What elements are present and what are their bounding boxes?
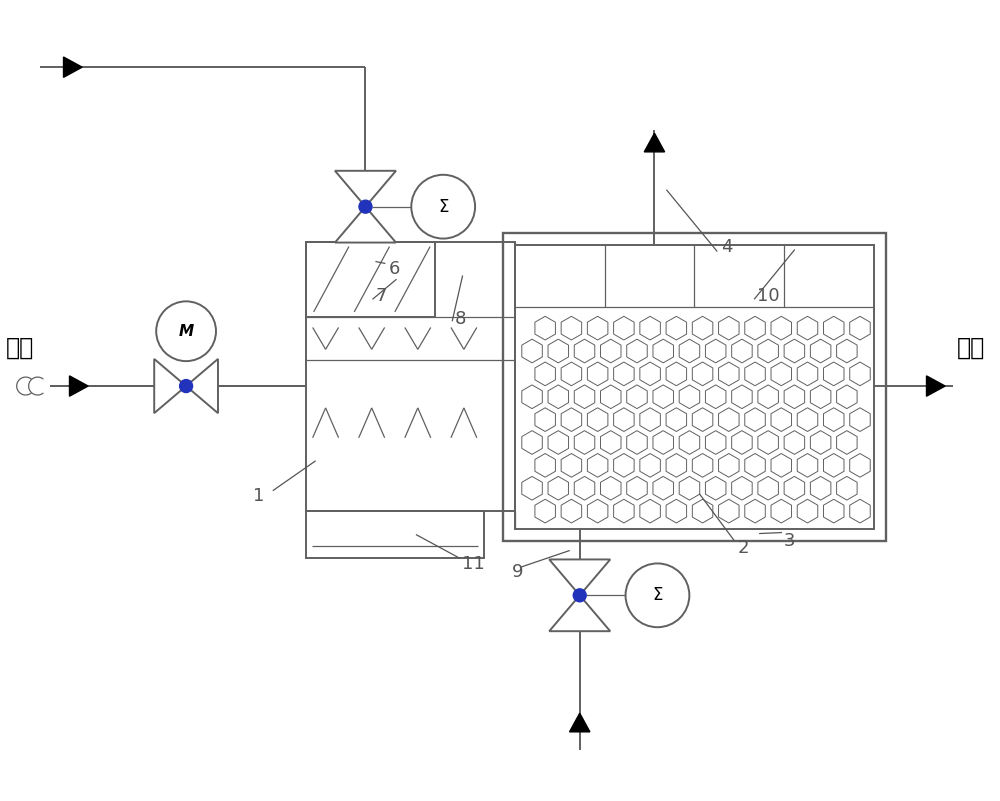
Circle shape: [411, 175, 475, 239]
Polygon shape: [570, 713, 590, 732]
Text: $\Sigma$: $\Sigma$: [652, 586, 663, 604]
Bar: [515, 244, 874, 529]
Bar: [306, 510, 484, 558]
Text: 1: 1: [253, 487, 264, 505]
Text: 3: 3: [784, 532, 796, 549]
Text: 8: 8: [455, 310, 467, 328]
Text: 9: 9: [512, 563, 523, 582]
Polygon shape: [549, 559, 610, 595]
Circle shape: [359, 200, 372, 213]
Polygon shape: [64, 57, 82, 78]
Circle shape: [573, 589, 586, 602]
Circle shape: [180, 380, 193, 392]
Text: 10: 10: [757, 288, 780, 305]
Polygon shape: [335, 207, 396, 243]
Polygon shape: [186, 359, 218, 413]
Text: $\Sigma$: $\Sigma$: [438, 198, 449, 215]
Bar: [306, 242, 515, 510]
Polygon shape: [69, 376, 88, 396]
Polygon shape: [644, 133, 665, 152]
Polygon shape: [154, 359, 186, 413]
Text: 7: 7: [375, 288, 387, 305]
Bar: [306, 242, 435, 317]
Polygon shape: [335, 171, 396, 207]
Circle shape: [156, 301, 216, 361]
Polygon shape: [927, 376, 945, 396]
Text: 6: 6: [388, 260, 400, 279]
Text: 燃气: 燃气: [6, 336, 34, 360]
Text: 烟气: 烟气: [956, 336, 985, 360]
Text: 2: 2: [737, 540, 749, 557]
Text: 11: 11: [462, 555, 485, 574]
Polygon shape: [549, 595, 610, 631]
Text: M: M: [179, 324, 194, 339]
Bar: [503, 232, 886, 541]
Text: 4: 4: [721, 238, 733, 256]
Circle shape: [626, 563, 689, 627]
